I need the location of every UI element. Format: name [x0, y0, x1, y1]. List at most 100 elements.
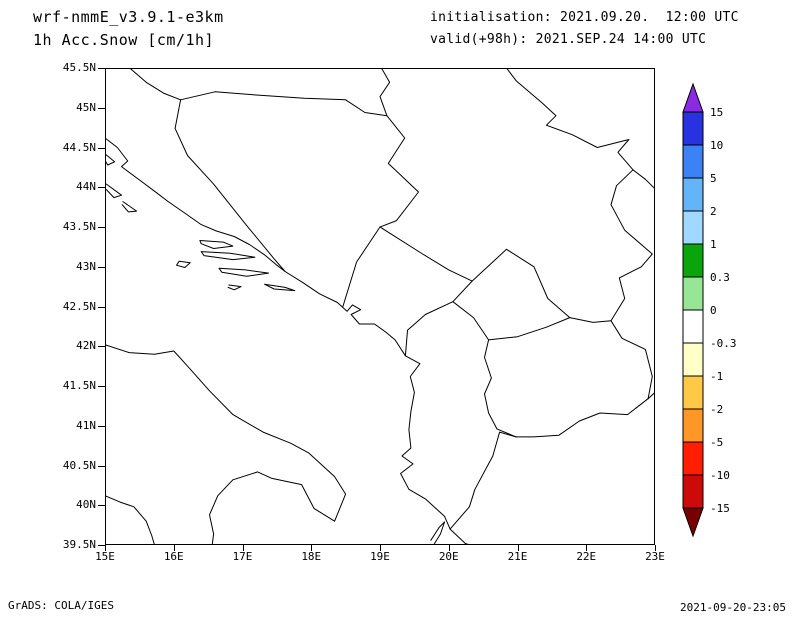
colorbar-label: -5 [710, 436, 723, 449]
x-axis-label: 19E [370, 550, 390, 563]
colorbar-band-6 [682, 309, 704, 344]
field-title: 1h Acc.Snow [cm/1h] [33, 31, 215, 49]
x-tick-mark [448, 545, 450, 551]
map-frame [105, 68, 655, 545]
colorbar-arrow-top [682, 82, 704, 113]
colorbar-label: 0.3 [710, 271, 730, 284]
y-axis-label: 45N [76, 100, 96, 114]
y-axis-label: 44N [76, 180, 96, 194]
outline-island-corfu [430, 521, 446, 545]
y-axis-label: 43.5N [62, 220, 96, 233]
map-canvas [105, 68, 655, 545]
outline-island-dugi-otok [105, 183, 122, 199]
outline-border-serbia-montenegro [379, 226, 473, 282]
valid-time: valid(+98h): 2021.SEP.24 14:00 UTC [430, 32, 707, 47]
outline-island-mljet [264, 283, 296, 292]
x-axis-label: 22E [576, 550, 597, 563]
colorbar-band-3 [682, 210, 704, 245]
outline-island-vis [176, 260, 191, 268]
outline-island-brac [199, 240, 234, 249]
outline-border-drina [379, 115, 419, 228]
colorbar-label: 5 [710, 172, 717, 185]
outline-border-serbia-romania-danube [506, 68, 634, 171]
model-title: wrf-nmmE_v3.9.1-e3km [33, 8, 224, 26]
y-tick-mark [98, 545, 105, 546]
y-axis-label: 44.5N [62, 140, 96, 154]
colorbar-band-11 [682, 474, 704, 509]
colorbar-band-10 [682, 441, 704, 476]
initialisation-time: initialisation: 2021.09.20. 12:00 UTC [430, 10, 739, 25]
colorbar-band-0 [682, 111, 704, 146]
outline-border-kosovo-macedonia [488, 317, 571, 341]
x-axis-label: 15E [95, 550, 115, 563]
x-axis-label: 20E [438, 550, 459, 563]
y-tick-mark [98, 346, 105, 348]
x-tick-mark [655, 545, 656, 551]
y-tick-mark [98, 306, 105, 308]
y-axis-label: 40N [76, 498, 96, 512]
outline-island-pag [105, 153, 116, 166]
colorbar-label: 10 [710, 139, 723, 152]
outline-border-albania-greece [449, 431, 517, 530]
outline-island-kornati [121, 201, 138, 213]
x-tick-mark [311, 545, 313, 551]
y-tick-mark [98, 425, 105, 427]
outline-border-bulgaria-edge [647, 391, 655, 400]
x-tick-mark [586, 545, 588, 551]
x-axis-label: 17E [232, 550, 253, 563]
outline-border-macedonia-greece [515, 398, 649, 438]
y-axis-label: 40.5N [62, 458, 96, 472]
colorbar-band-7 [682, 342, 704, 377]
y-axis-label: 42N [76, 339, 96, 353]
x-axis-label: 23E [645, 550, 665, 563]
creation-timestamp: 2021-09-20-23:05 [680, 601, 786, 614]
outline-island-hvar [200, 251, 256, 261]
colorbar-label: -2 [710, 403, 723, 416]
grads-credit: GrADS: COLA/IGES [8, 599, 114, 612]
outline-adriatic-east-coast [105, 137, 470, 545]
y-axis-label: 39.5N [62, 538, 96, 551]
y-tick-mark [98, 266, 105, 268]
colorbar-band-4 [682, 243, 704, 278]
outline-italy-east-coast [105, 344, 347, 545]
outline-border-serbia-macedonia [569, 317, 612, 323]
outline-border-sava [180, 91, 388, 117]
outline-border-bosnia-montenegro [342, 226, 381, 307]
outline-border-albania-east [452, 301, 517, 438]
x-axis-label: 16E [163, 550, 184, 563]
colorbar-label: -0.3 [710, 337, 737, 350]
colorbar-arrow-bottom [682, 507, 704, 538]
colorbar-label: 15 [710, 106, 723, 119]
outline-border-serbia-bulgaria [610, 169, 653, 322]
y-tick-mark [98, 465, 105, 467]
y-tick-mark [98, 107, 105, 109]
colorbar: 15 10 5 2 1 0.3 0 -0.3 -1 -2 -5 -10 -15 [682, 82, 737, 538]
colorbar-band-1 [682, 144, 704, 179]
outline-border-bulgaria-romania [632, 169, 655, 190]
y-tick-mark [98, 147, 105, 149]
outline-island-lastovo [227, 284, 242, 291]
colorbar-band-8 [682, 375, 704, 410]
colorbar-label: 2 [710, 205, 717, 218]
x-tick-mark [242, 545, 244, 551]
x-tick-mark [517, 545, 519, 551]
outline-border-croatia-serbia [379, 68, 391, 117]
outline-border-croatia-bosnia [174, 99, 286, 272]
y-axis-label: 41N [76, 418, 96, 432]
outline-island-korcula [218, 267, 270, 277]
colorbar-label: 1 [710, 238, 717, 251]
outline-border-macedonia-bulgaria [610, 320, 653, 400]
y-axis-label: 42.5N [62, 299, 96, 313]
y-tick-mark [98, 386, 105, 387]
y-tick-mark [98, 187, 105, 189]
y-tick-mark [98, 68, 105, 69]
colorbar-label: -15 [710, 502, 730, 515]
colorbar-label: 0 [710, 304, 717, 317]
x-tick-mark [380, 545, 381, 551]
outline-border-kosovo-serbia [471, 248, 571, 319]
x-axis-label: 18E [301, 550, 322, 563]
outline-border-slovenia-croatia [129, 68, 182, 101]
x-tick-mark [173, 545, 175, 551]
colorbar-band-9 [682, 408, 704, 443]
